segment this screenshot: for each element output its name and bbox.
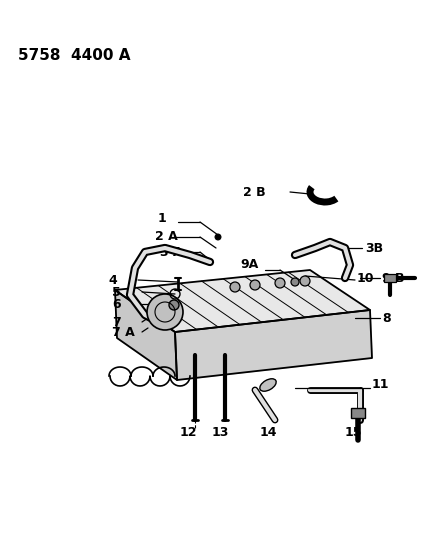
Text: 4: 4	[108, 273, 117, 287]
Polygon shape	[115, 290, 177, 380]
Text: 7: 7	[112, 316, 121, 328]
Text: 15: 15	[344, 425, 362, 439]
Text: 11: 11	[372, 378, 390, 392]
Text: 8: 8	[382, 311, 391, 325]
Text: 3 A: 3 A	[160, 246, 183, 259]
Bar	[384, 274, 396, 282]
Circle shape	[230, 282, 240, 292]
Text: 1: 1	[158, 212, 167, 224]
Polygon shape	[115, 270, 370, 332]
Text: 9 B: 9 B	[382, 271, 405, 285]
Circle shape	[147, 294, 183, 330]
Text: 14: 14	[259, 425, 277, 439]
Text: 12: 12	[179, 425, 197, 439]
Text: 10: 10	[357, 271, 375, 285]
Bar	[351, 408, 365, 418]
Text: 13: 13	[211, 425, 229, 439]
Circle shape	[291, 278, 299, 286]
Text: 5: 5	[112, 286, 121, 298]
Circle shape	[250, 280, 260, 290]
Circle shape	[300, 276, 310, 286]
Text: 9A: 9A	[240, 259, 258, 271]
Ellipse shape	[260, 379, 276, 391]
Text: 2 B: 2 B	[243, 185, 266, 198]
Circle shape	[169, 300, 179, 310]
Circle shape	[215, 234, 221, 240]
Text: 6: 6	[112, 297, 121, 311]
Text: 7 A: 7 A	[112, 326, 135, 338]
Text: 2 A: 2 A	[155, 230, 178, 244]
Text: 5758  4400 A: 5758 4400 A	[18, 47, 130, 62]
Circle shape	[275, 278, 285, 288]
Text: 3B: 3B	[365, 241, 383, 254]
Polygon shape	[175, 310, 372, 380]
